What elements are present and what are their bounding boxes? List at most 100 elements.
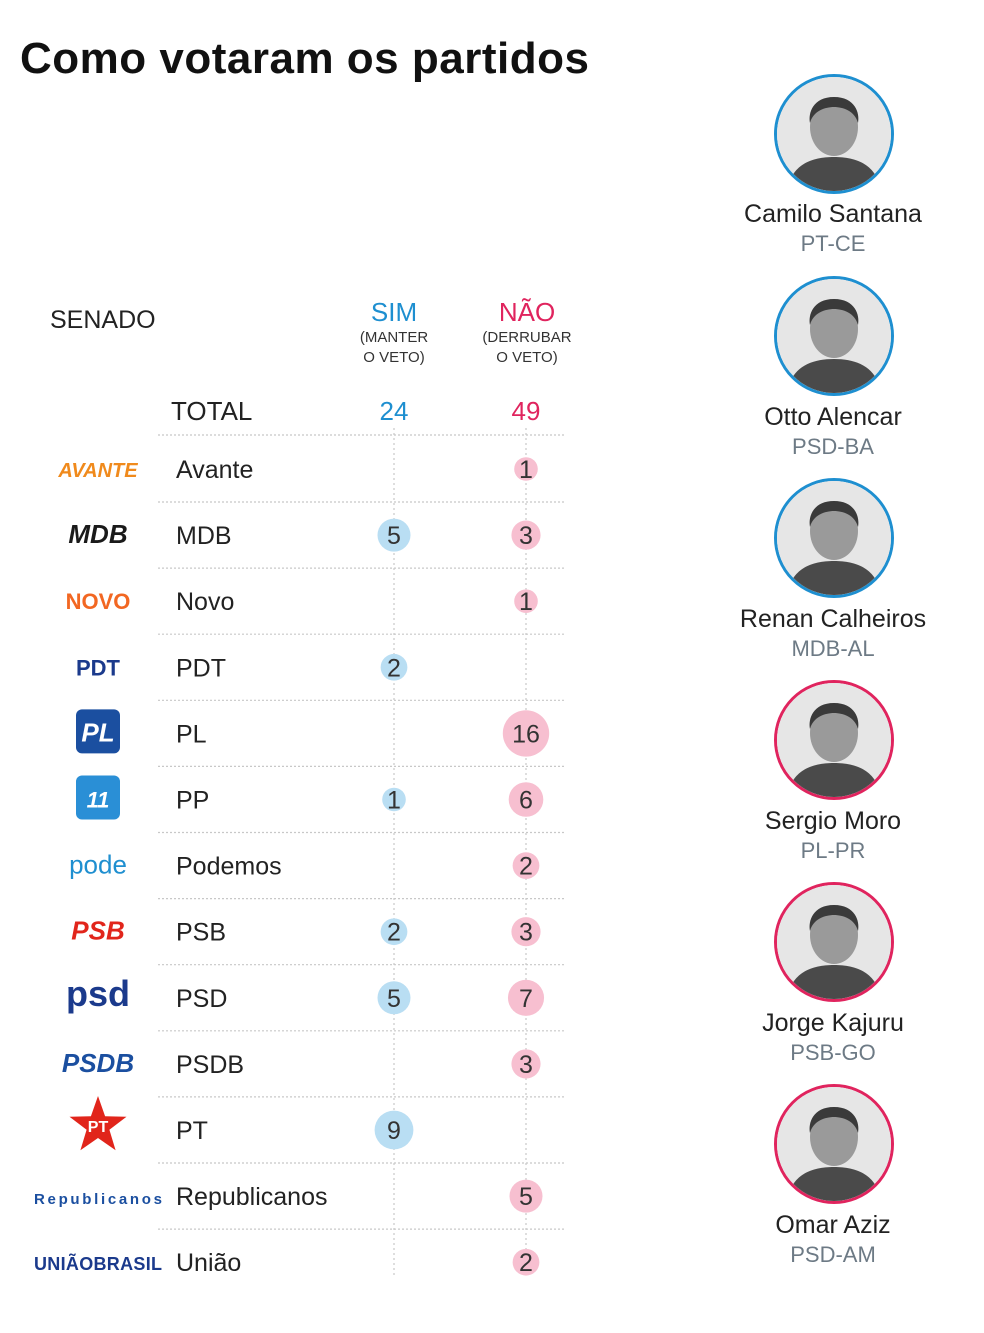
sim-bubble xyxy=(377,518,411,552)
portrait-photo-icon xyxy=(774,276,894,396)
sim-bubble xyxy=(380,653,408,681)
sim-column-header: SIM (MANTER O VETO) xyxy=(324,298,464,368)
party-name: PDT xyxy=(176,654,226,682)
sim-sub-1: (MANTER xyxy=(359,329,429,346)
party-logo: PL xyxy=(81,717,114,747)
sim-bubble xyxy=(377,981,411,1015)
party-logo-star-icon xyxy=(69,1096,127,1151)
party-name: Republicanos xyxy=(176,1183,328,1211)
party-logo: MDB xyxy=(68,519,127,549)
sim-value: 9 xyxy=(387,1117,401,1145)
portrait-silhouette-icon xyxy=(777,279,891,393)
nao-bubble xyxy=(514,457,538,481)
person-party: MDB-AL xyxy=(791,636,875,661)
person-card: Renan Calheiros MDB-AL xyxy=(733,605,933,662)
party-name: PP xyxy=(176,787,209,815)
sim-bubble xyxy=(380,918,408,946)
nao-bubble xyxy=(509,1179,543,1213)
party-name: Avante xyxy=(176,456,253,484)
sim-value: 1 xyxy=(387,787,401,815)
sim-bubble xyxy=(374,1110,414,1150)
party-logo: PSDB xyxy=(62,1048,134,1078)
sim-total: 24 xyxy=(380,396,409,426)
nao-value: 5 xyxy=(519,1183,533,1211)
person-party: PT-CE xyxy=(800,231,866,256)
portrait-photo-icon xyxy=(774,680,894,800)
party-name: PSDB xyxy=(176,1051,244,1079)
nao-bubble xyxy=(512,1248,540,1276)
nao-value: 2 xyxy=(519,853,533,881)
party-name: Podemos xyxy=(176,853,282,881)
person-name: Camilo Santana xyxy=(744,200,922,228)
portrait-silhouette-icon xyxy=(777,885,891,999)
portrait-silhouette-icon xyxy=(777,683,891,797)
nao-sub-2: O VETO) xyxy=(496,349,558,366)
portrait-photo-icon xyxy=(774,74,894,194)
portrait-photo-icon xyxy=(774,1084,894,1204)
nao-value: 3 xyxy=(519,522,533,550)
sim-value: 5 xyxy=(387,985,401,1013)
party-name: PT xyxy=(176,1117,208,1145)
nao-bubble xyxy=(512,852,540,879)
person-name: Otto Alencar xyxy=(764,403,902,431)
person-card: Otto Alencar PSD-BA xyxy=(733,403,933,460)
nao-value: 16 xyxy=(512,720,540,748)
person-party: PSD-BA xyxy=(792,434,874,459)
sim-sub-2: O VETO) xyxy=(363,349,425,366)
person-party: PL-PR xyxy=(800,838,866,863)
portrait-silhouette-icon xyxy=(777,1087,891,1201)
nao-bubble xyxy=(511,917,541,947)
party-logo: pode xyxy=(69,850,127,880)
nao-value: 7 xyxy=(519,985,533,1013)
nao-label: NÃO xyxy=(498,297,556,327)
nao-total: 49 xyxy=(512,396,541,426)
sim-label: SIM xyxy=(370,297,418,327)
total-label: TOTAL xyxy=(171,396,252,426)
party-logo: PT xyxy=(88,1119,109,1136)
nao-column-header: NÃO (DERRUBAR O VETO) xyxy=(457,298,597,368)
party-logo-box xyxy=(76,775,120,820)
person-card: Jorge Kajuru PSB-GO xyxy=(733,1009,933,1066)
party-logo: PDT xyxy=(76,655,121,680)
party-name: MDB xyxy=(176,522,232,550)
party-name: PSB xyxy=(176,919,226,947)
party-logo: Republicanos xyxy=(34,1191,162,1208)
person-party: PSD-AM xyxy=(790,1242,876,1267)
party-logo-box xyxy=(76,709,120,754)
nao-bubble xyxy=(511,520,541,550)
sim-value: 2 xyxy=(387,919,401,947)
page-title: Como votaram os partidos xyxy=(20,34,590,83)
person-name: Jorge Kajuru xyxy=(762,1009,904,1037)
person-name: Sergio Moro xyxy=(764,807,902,835)
party-logo: AVANTE xyxy=(57,460,138,482)
nao-sub-1: (DERRUBAR xyxy=(482,329,572,346)
party-logo: 11 xyxy=(87,788,110,813)
sim-value: 2 xyxy=(387,654,401,682)
portrait-photo-icon xyxy=(774,882,894,1002)
nao-value: 1 xyxy=(519,456,533,484)
portrait-photo-icon xyxy=(774,478,894,598)
party-logo: psd xyxy=(66,973,130,1014)
person-card: Camilo Santana PT-CE xyxy=(733,200,933,257)
nao-bubble xyxy=(508,782,544,817)
person-name: Omar Aziz xyxy=(775,1211,891,1239)
nao-bubble xyxy=(514,589,538,613)
section-label: SENADO xyxy=(50,306,156,334)
nao-bubble xyxy=(507,979,545,1016)
party-name: União xyxy=(176,1249,241,1277)
nao-value: 3 xyxy=(519,919,533,947)
nao-value: 2 xyxy=(519,1249,533,1277)
nao-value: 3 xyxy=(519,1051,533,1079)
party-name: PSD xyxy=(176,985,227,1013)
person-name: Renan Calheiros xyxy=(739,605,927,633)
portrait-silhouette-icon xyxy=(777,77,891,191)
sim-value: 5 xyxy=(387,522,401,550)
party-logo: UNIÃOBRASIL xyxy=(34,1253,162,1274)
person-card: Sergio Moro PL-PR xyxy=(733,807,933,864)
party-logo: PSB xyxy=(71,916,124,946)
person-card: Omar Aziz PSD-AM xyxy=(733,1211,933,1268)
party-name: PL xyxy=(176,720,207,748)
person-party: PSB-GO xyxy=(790,1040,876,1065)
nao-value: 6 xyxy=(519,787,533,815)
